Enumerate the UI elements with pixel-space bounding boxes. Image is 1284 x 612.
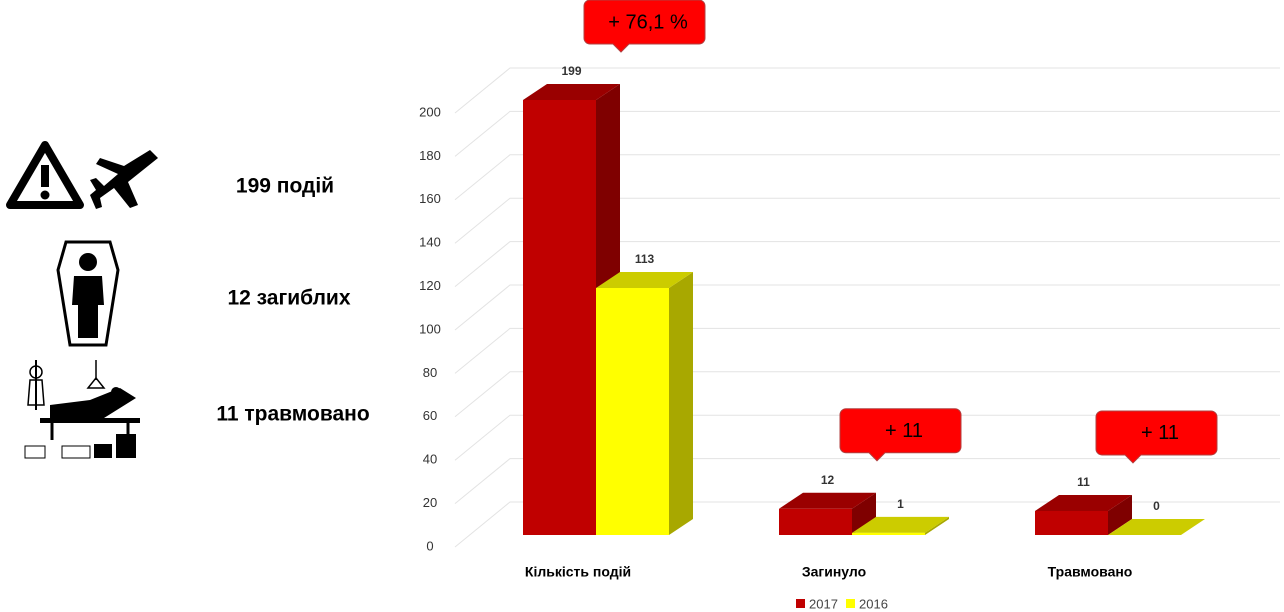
side-stat: 11 травмовано [216,403,369,426]
y-tick-label: 120 [419,278,441,293]
callout [1095,410,1218,464]
value-label: 113 [635,252,655,266]
grid-line [454,197,1280,244]
legend-swatch [846,599,855,608]
grid-line [454,414,1280,461]
y-tick-label: 100 [419,321,441,336]
grid-line [454,458,1280,504]
bar-side [925,516,949,535]
y-tick-label: 60 [423,408,437,423]
grid-line [454,284,1280,331]
x-tick-label: Травмовано [1048,564,1133,580]
side-stat: 199 подій [236,175,334,198]
value-label: 12 [821,473,835,487]
legend-swatch [796,599,805,608]
bar [1035,510,1108,535]
y-tick-label: 180 [419,148,441,163]
callout-text: + 11 [885,420,923,442]
bar-top [852,516,949,533]
bar-top [596,271,693,288]
bar [596,287,669,535]
y-tick-label: 200 [419,104,441,119]
side-stat: 12 загиблих [227,287,350,310]
callout-text: + 11 [1141,422,1179,444]
y-tick-label: 40 [423,452,437,467]
bar-top [779,492,876,509]
y-tick-label: 80 [423,365,437,380]
value-label: 0 [1153,499,1160,513]
bar-side [1108,494,1132,535]
grid-line [454,371,1280,418]
legend-label: 2016 [859,596,888,611]
bar [523,100,596,535]
icons [6,141,158,459]
callout [839,408,962,462]
bar-top [1035,494,1132,511]
callout-text: + 76,1 % [608,11,688,33]
bar [779,508,852,535]
bar-side [669,271,693,535]
y-tick-label: 20 [423,495,437,510]
value-label: 11 [1077,475,1090,489]
bar-top [523,84,620,100]
bar [852,532,925,535]
grid-line [454,327,1280,374]
bar-side [852,492,876,535]
grid-line [454,67,1280,114]
callout [583,0,706,53]
grid-line [454,241,1280,287]
legend-label: 2017 [809,596,838,611]
bar-top [1108,519,1205,535]
grid-line [454,154,1280,201]
x-tick-label: Кількість подій [525,564,631,580]
y-tick-label: 0 [426,538,433,553]
grid-line [454,110,1280,157]
x-tick-label: Загинуло [802,564,866,580]
value-label: 199 [561,64,581,78]
value-label: 1 [897,497,904,511]
grid-line [454,501,1280,548]
y-tick-label: 140 [419,235,441,250]
y-tick-label: 160 [419,191,441,206]
